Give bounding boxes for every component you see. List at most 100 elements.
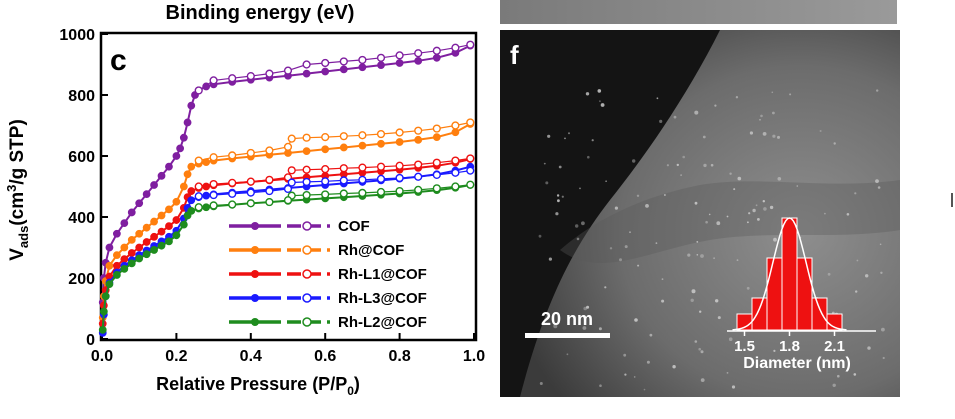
series-0 (98, 40, 475, 307)
adsorption-point (358, 141, 367, 150)
nanoparticle-dot (539, 382, 543, 385)
adsorption-point (120, 255, 129, 263)
nanoparticle-dot (700, 350, 704, 354)
desorption-point (321, 58, 330, 68)
desorption-point (358, 55, 367, 65)
legend-label: Rh-L1@COF (338, 266, 427, 283)
desorption-point (395, 186, 404, 196)
desorption-point (287, 134, 296, 143)
desorption-point (287, 166, 296, 175)
adsorption-point (101, 292, 110, 301)
adsorption-point (414, 56, 423, 65)
x-tick-label: 0.2 (165, 348, 187, 365)
scale-bar-label: 20 nm (541, 309, 593, 329)
desorption-point (209, 190, 218, 200)
legend-marker-open (302, 221, 312, 231)
desorption-point (228, 200, 237, 209)
adsorption-point (142, 238, 151, 246)
y-axis-label-sup: 3 (4, 185, 19, 192)
desorption-point (432, 170, 441, 180)
y-axis-label-v: V (7, 248, 28, 261)
legend-marker-open (302, 317, 312, 327)
nanoparticle-dot (581, 221, 585, 226)
desorption-point (265, 186, 274, 196)
nanoparticle-dot (538, 234, 542, 238)
adsorption-point (150, 246, 158, 254)
adsorption-point (142, 223, 151, 232)
adsorption-point (135, 229, 144, 238)
desorption-point (432, 124, 441, 133)
x-tick-label: 1.0 (463, 348, 485, 365)
adsorption-point (172, 197, 181, 206)
adsorption-point (165, 222, 173, 231)
nanoparticle-dot (700, 378, 705, 382)
nanoparticle-dot (819, 130, 822, 132)
desorption-line (198, 157, 471, 188)
nanoparticle-dot (687, 253, 691, 257)
desorption-point (414, 185, 423, 194)
nanoparticle-dot (555, 212, 559, 216)
desorption-point (321, 165, 330, 174)
nanoparticle-dot (585, 92, 590, 96)
nanoparticle-dot (716, 221, 721, 226)
nanoparticle-dot (882, 356, 885, 360)
x-axis-label-sub: 0 (347, 384, 354, 398)
x-tick-label: 0.6 (314, 348, 336, 365)
desorption-point (265, 175, 274, 184)
y-axis-ticks: 0 200 400 600 800 1000 (59, 27, 108, 349)
desorption-point (246, 148, 255, 158)
desorption-point (287, 178, 296, 187)
histogram-bar (766, 257, 783, 331)
desorption-point (358, 175, 367, 184)
desorption-point (321, 132, 330, 142)
nanoparticle-dot (690, 298, 694, 302)
nanoparticle-dot (854, 192, 857, 195)
nanoparticle-dot (752, 208, 756, 213)
adsorption-point (157, 241, 166, 250)
histogram-bar (751, 297, 768, 331)
desorption-point (414, 172, 423, 181)
nanoparticle-dot (643, 388, 646, 391)
nanoparticle-dot (746, 286, 750, 290)
desorption-point (209, 201, 218, 210)
desorption-point (194, 203, 203, 212)
desorption-point (414, 160, 423, 169)
desorption-point (466, 154, 475, 163)
desorption-point (209, 76, 218, 85)
desorption-point (376, 187, 386, 197)
nanoparticles (538, 89, 885, 391)
adsorption-point (187, 101, 196, 110)
desorption-point (265, 146, 274, 155)
legend-marker-filled (251, 270, 259, 278)
desorption-line (198, 184, 471, 208)
desorption-point (321, 190, 330, 199)
desorption-point (302, 190, 311, 200)
nanoparticle-dot (548, 257, 553, 261)
nanoparticle-dot (629, 231, 631, 234)
nanoparticle-dot (661, 278, 664, 280)
desorption-point (194, 86, 203, 95)
nanoparticle-dot (694, 340, 698, 343)
adsorption-point (172, 216, 181, 224)
nanoparticle-dot (696, 254, 699, 256)
adsorption-point (98, 325, 107, 334)
nanoparticle-dot (673, 115, 677, 119)
desorption-point (432, 46, 441, 55)
adsorption-point (202, 182, 211, 191)
nanoparticle-dot (568, 132, 570, 135)
nanoparticle-dot (586, 305, 590, 309)
desorption-point (466, 180, 475, 189)
desorption-point (395, 161, 404, 170)
nanoparticle-dot (714, 104, 717, 107)
adsorption-point (135, 243, 144, 252)
nanoparticle-dot (769, 205, 774, 210)
desorption-point (451, 121, 460, 130)
nanoparticle-dot (646, 360, 650, 364)
adsorption-point (112, 261, 121, 270)
legend-marker-open (302, 293, 312, 303)
nanoparticle-dot (853, 373, 857, 376)
adsorption-point (157, 211, 166, 220)
nanoparticle-dot (600, 103, 605, 107)
nanoparticle-dot (564, 137, 566, 140)
nanoparticle-dot (708, 213, 711, 216)
